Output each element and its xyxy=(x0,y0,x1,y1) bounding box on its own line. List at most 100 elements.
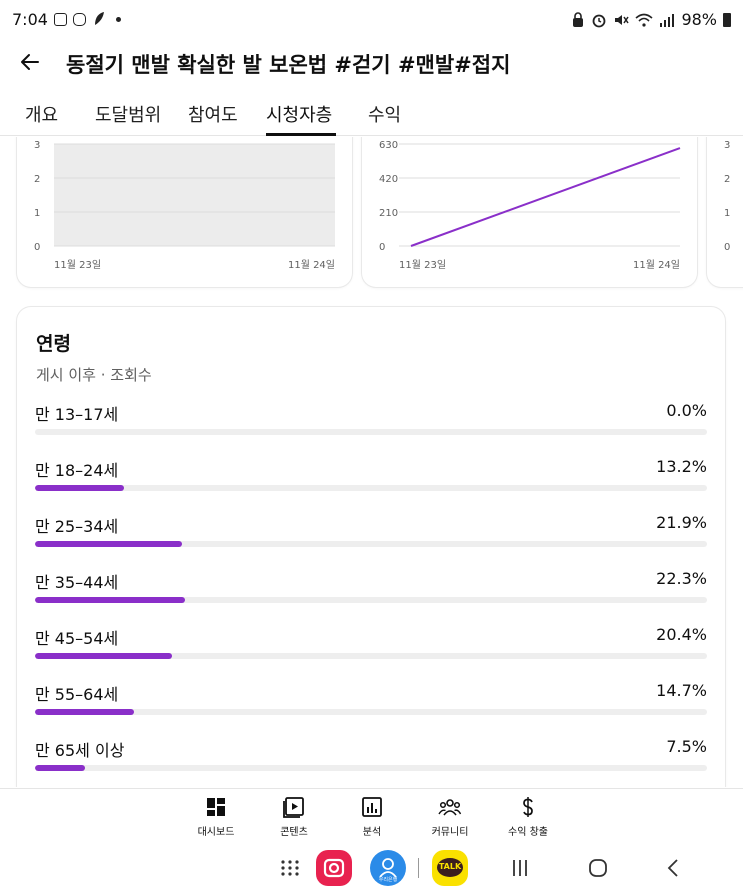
age-bar-track xyxy=(35,653,707,659)
chart-y-tick: 3 xyxy=(724,140,730,151)
age-row-value: 14.7% xyxy=(656,681,707,700)
age-row: 만 65세 이상 7.5% xyxy=(35,737,707,787)
dock-divider xyxy=(418,858,419,878)
active-tab-indicator xyxy=(266,133,336,136)
wifi-icon xyxy=(635,13,653,27)
nav-label: 수익 창출 xyxy=(508,827,548,838)
nav-content[interactable]: 콘텐츠 xyxy=(254,795,334,838)
chart-y-tick: 630 xyxy=(379,140,398,151)
content-icon xyxy=(283,797,304,818)
age-row-value: 7.5% xyxy=(666,737,707,756)
age-row: 만 13–17세 0.0% xyxy=(35,401,707,457)
nav-label: 콘텐츠 xyxy=(280,827,308,838)
chart-y-tick: 3 xyxy=(34,140,40,151)
tab-overview[interactable]: 개요 xyxy=(25,105,59,126)
signal-icon xyxy=(660,13,675,27)
instagram-notification-icon xyxy=(73,12,86,26)
camera-app-icon[interactable] xyxy=(316,850,352,886)
chart-y-tick: 420 xyxy=(379,174,398,185)
nav-label: 분석 xyxy=(362,827,382,838)
kakaotalk-label: TALK xyxy=(438,862,462,871)
tab-engagement[interactable]: 참여도 xyxy=(188,105,238,126)
age-row-value: 20.4% xyxy=(656,625,707,644)
content-scroll[interactable]: 3 2 1 0 11월 23일 11월 24일 630 420 210 0 11월 23일 11월 … xyxy=(0,137,743,787)
age-row: 만 45–54세 20.4% xyxy=(35,625,707,681)
age-bar-track xyxy=(35,765,707,771)
alarm-icon xyxy=(593,14,606,27)
notification-icons xyxy=(54,11,121,27)
system-nav-bar: 우리은행 TALK xyxy=(0,844,743,892)
tab-reach[interactable]: 도달범위 xyxy=(95,105,162,126)
battery-icon xyxy=(723,12,731,27)
mini-chart-card[interactable]: 630 420 210 0 11월 23일 11월 24일 xyxy=(362,137,697,287)
chart-series-line xyxy=(410,147,681,247)
age-row-value: 21.9% xyxy=(656,513,707,532)
chart-y-tick: 0 xyxy=(379,242,385,253)
age-bar-fill xyxy=(35,597,185,603)
mini-chart-card[interactable]: 3 2 1 0 11월 23일 11월 24일 xyxy=(17,137,352,287)
bottom-nav: 대시보드 콘텐츠 분석 커뮤니티 수익 창출 xyxy=(0,788,743,844)
age-bar-fill xyxy=(35,485,124,491)
age-row-label: 만 45–54세 xyxy=(35,629,119,648)
home-icon[interactable] xyxy=(584,854,612,882)
age-bar-fill xyxy=(35,541,183,547)
chart-x-tick: 11월 24일 xyxy=(633,259,680,271)
status-time: 7:04 xyxy=(12,10,48,29)
camera-glyph xyxy=(323,858,345,878)
community-icon xyxy=(438,799,462,816)
age-row-label: 만 55–64세 xyxy=(35,685,119,704)
analytics-icon xyxy=(362,797,382,817)
tab-revenue[interactable]: 수익 xyxy=(368,105,402,126)
mini-chart-card[interactable]: 3 2 1 0 xyxy=(707,137,743,287)
contact-app-label: 우리은행 xyxy=(378,877,398,883)
age-row-value: 13.2% xyxy=(656,457,707,476)
gallery-notification-icon xyxy=(54,12,67,26)
age-row-value: 0.0% xyxy=(666,401,707,420)
back-arrow-icon[interactable] xyxy=(14,46,46,78)
lock-icon xyxy=(573,11,584,27)
kakaotalk-app-icon[interactable]: TALK xyxy=(432,850,468,886)
app-drawer-icon[interactable] xyxy=(276,854,304,882)
status-bar: 7:04 98% xyxy=(0,0,743,44)
chart-y-tick: 210 xyxy=(379,208,398,219)
age-card-title: 연령 xyxy=(36,333,71,355)
age-row: 만 35–44세 22.3% xyxy=(35,569,707,625)
mini-chart-svg: 630 420 210 0 11월 23일 11월 24일 xyxy=(379,140,681,271)
dollar-icon xyxy=(523,797,533,817)
chart-x-tick: 11월 23일 xyxy=(54,259,101,271)
chart-y-tick: 2 xyxy=(34,174,40,185)
chart-plot-area xyxy=(54,144,335,246)
nav-label: 대시보드 xyxy=(197,827,235,838)
chart-y-tick: 2 xyxy=(724,174,730,185)
nav-label: 커뮤니티 xyxy=(431,827,469,838)
age-row-label: 만 35–44세 xyxy=(35,573,119,592)
age-row: 만 25–34세 21.9% xyxy=(35,513,707,569)
age-row-label: 만 25–34세 xyxy=(35,517,119,536)
app-header: 동절기 맨발 확실한 발 보온법 #걷기 #맨발#접지 xyxy=(0,44,743,84)
contact-app-icon[interactable]: 우리은행 xyxy=(370,850,406,886)
nav-monetization[interactable]: 수익 창출 xyxy=(488,795,568,838)
age-bar-track xyxy=(35,597,707,603)
nav-dashboard[interactable]: 대시보드 xyxy=(176,795,256,838)
age-row-label: 만 13–17세 xyxy=(35,405,119,424)
mini-chart-svg: 3 2 1 0 xyxy=(724,140,730,253)
chart-x-tick: 11월 24일 xyxy=(288,259,335,271)
mute-icon xyxy=(615,14,630,25)
leaf-notification-icon xyxy=(95,12,104,25)
age-row-value: 22.3% xyxy=(656,569,707,588)
back-nav-icon[interactable] xyxy=(660,854,688,882)
chart-y-tick: 0 xyxy=(34,242,40,253)
mini-chart-svg: 3 2 1 0 11월 23일 11월 24일 xyxy=(34,140,335,271)
age-bar-fill xyxy=(35,653,173,659)
recents-icon[interactable] xyxy=(506,854,534,882)
age-bar-track xyxy=(35,429,707,435)
talk-bubble-icon xyxy=(437,858,463,877)
page-title: 동절기 맨발 확실한 발 보온법 #걷기 #맨발#접지 xyxy=(66,53,511,77)
age-bar-track xyxy=(35,541,707,547)
nav-analytics[interactable]: 분석 xyxy=(332,795,412,838)
age-row: 만 55–64세 14.7% xyxy=(35,681,707,737)
age-bar-fill xyxy=(35,709,134,715)
tab-audience[interactable]: 시청자층 xyxy=(266,105,333,126)
age-bar-track xyxy=(35,485,707,491)
nav-community[interactable]: 커뮤니티 xyxy=(410,795,490,838)
